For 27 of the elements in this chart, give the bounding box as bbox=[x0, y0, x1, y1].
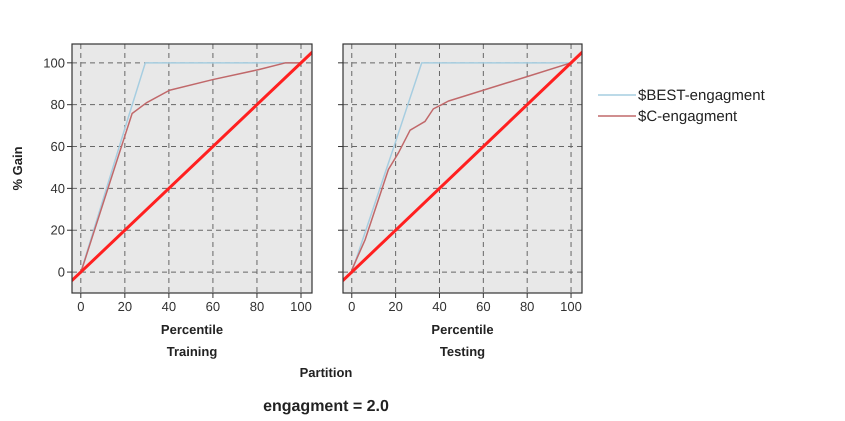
y-tick-label: 60 bbox=[50, 139, 65, 154]
x-tick-label: 100 bbox=[290, 299, 312, 314]
y-tick-label: 100 bbox=[43, 55, 65, 70]
x-axis-title: Percentile bbox=[431, 322, 494, 337]
y-tick-label: 80 bbox=[50, 97, 65, 112]
text: Testing bbox=[440, 344, 486, 359]
x-tick-label: 20 bbox=[118, 299, 132, 314]
x-tick-label: 60 bbox=[206, 299, 220, 314]
x-tick-label: 20 bbox=[388, 299, 403, 314]
text: Training bbox=[166, 344, 218, 359]
legend-label: $BEST-engagment bbox=[638, 87, 766, 104]
y-tick-label: 0 bbox=[58, 264, 65, 280]
x-axis-title: Percentile bbox=[160, 322, 224, 337]
y-axis-title: % Gain bbox=[10, 146, 25, 191]
legend-label: $C-engagment bbox=[638, 108, 738, 125]
x-tick-label: 0 bbox=[348, 299, 356, 314]
x-tick-label: 40 bbox=[162, 299, 176, 314]
x-tick-label: 0 bbox=[77, 299, 84, 314]
x-tick-label: 80 bbox=[520, 299, 534, 314]
x-tick-label: 80 bbox=[250, 299, 264, 314]
y-tick-label: 40 bbox=[50, 180, 65, 196]
x-tick-label: 100 bbox=[560, 299, 582, 314]
x-tick-label: 60 bbox=[476, 299, 491, 314]
y-tick-label: 20 bbox=[50, 222, 65, 238]
text: Partition bbox=[300, 365, 352, 380]
text: engagment = 2.0 bbox=[263, 398, 390, 415]
x-tick-label: 40 bbox=[432, 299, 447, 314]
